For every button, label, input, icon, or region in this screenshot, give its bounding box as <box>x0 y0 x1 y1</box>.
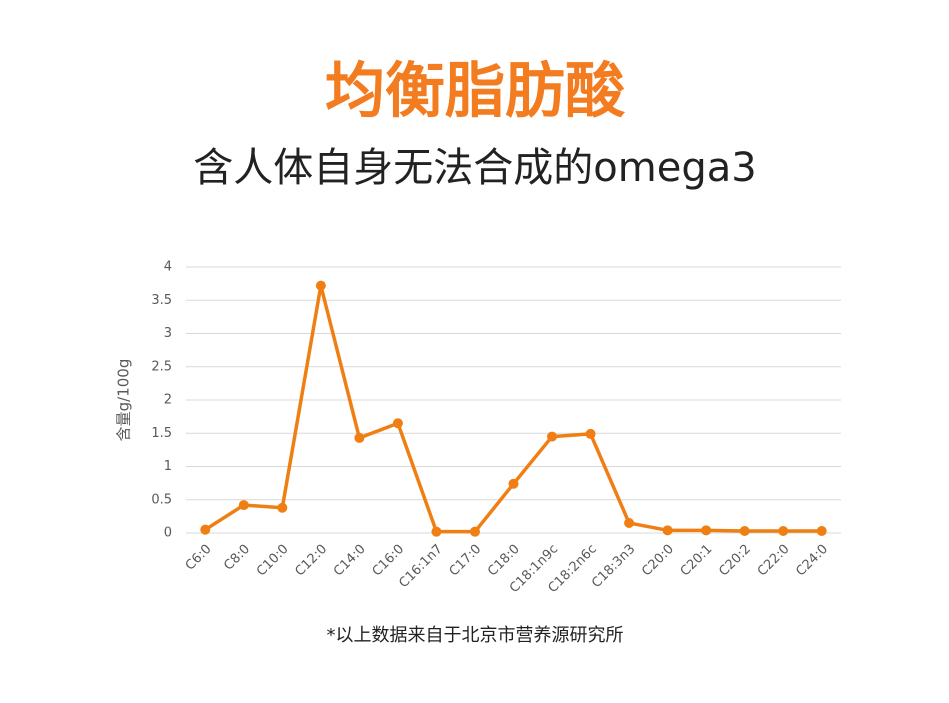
y-tick-label: 4 <box>164 260 172 275</box>
marker <box>547 431 558 442</box>
marker <box>739 526 750 537</box>
marker <box>315 280 326 291</box>
marker <box>778 526 789 537</box>
y-tick-label: 1 <box>164 459 172 474</box>
marker <box>431 526 442 537</box>
marker <box>238 500 249 511</box>
x-tick-label: C20:2 <box>716 542 754 580</box>
marker <box>469 526 480 537</box>
x-tick-label: C12:0 <box>292 542 330 580</box>
x-tick-label: C6:0 <box>183 542 215 574</box>
footnote: *以上数据来自于北京市营养源研究所 <box>327 625 624 646</box>
marker <box>277 502 288 513</box>
x-tick-label: C22:0 <box>755 542 793 580</box>
chart-subtitle: 含人体自身无法合成的omega3 <box>193 145 756 191</box>
marker <box>701 525 712 536</box>
marker <box>816 526 827 537</box>
marker <box>662 525 673 536</box>
chart-title: 均衡脂肪酸 <box>325 57 626 127</box>
x-tick-label: C14:0 <box>331 542 369 580</box>
y-tick-label: 0.5 <box>151 492 172 507</box>
marker <box>624 518 635 529</box>
y-tick-label: 3 <box>164 326 172 341</box>
x-tick-label: C10:0 <box>254 542 292 580</box>
x-tick-label: C17:0 <box>447 542 485 580</box>
x-tick-label: C18:0 <box>485 542 523 580</box>
marker <box>200 524 211 535</box>
x-tick-label: C16:0 <box>370 542 408 580</box>
x-tick-label: C24:0 <box>793 542 831 580</box>
y-tick-label: 3.5 <box>151 293 172 308</box>
x-tick-label: C20:0 <box>639 542 677 580</box>
marker <box>392 418 403 429</box>
marker <box>354 432 365 443</box>
marker <box>585 428 596 439</box>
x-tick-label: C20:1 <box>678 542 716 580</box>
y-tick-label: 0 <box>164 526 172 541</box>
y-axis-label: 含量g/100g <box>115 359 133 442</box>
x-tick-label: C8:0 <box>221 542 253 574</box>
marker <box>508 478 519 489</box>
y-tick-label: 2 <box>164 393 172 408</box>
y-tick-label: 2.5 <box>151 359 172 374</box>
y-tick-label: 1.5 <box>151 426 172 441</box>
line <box>204 283 822 534</box>
